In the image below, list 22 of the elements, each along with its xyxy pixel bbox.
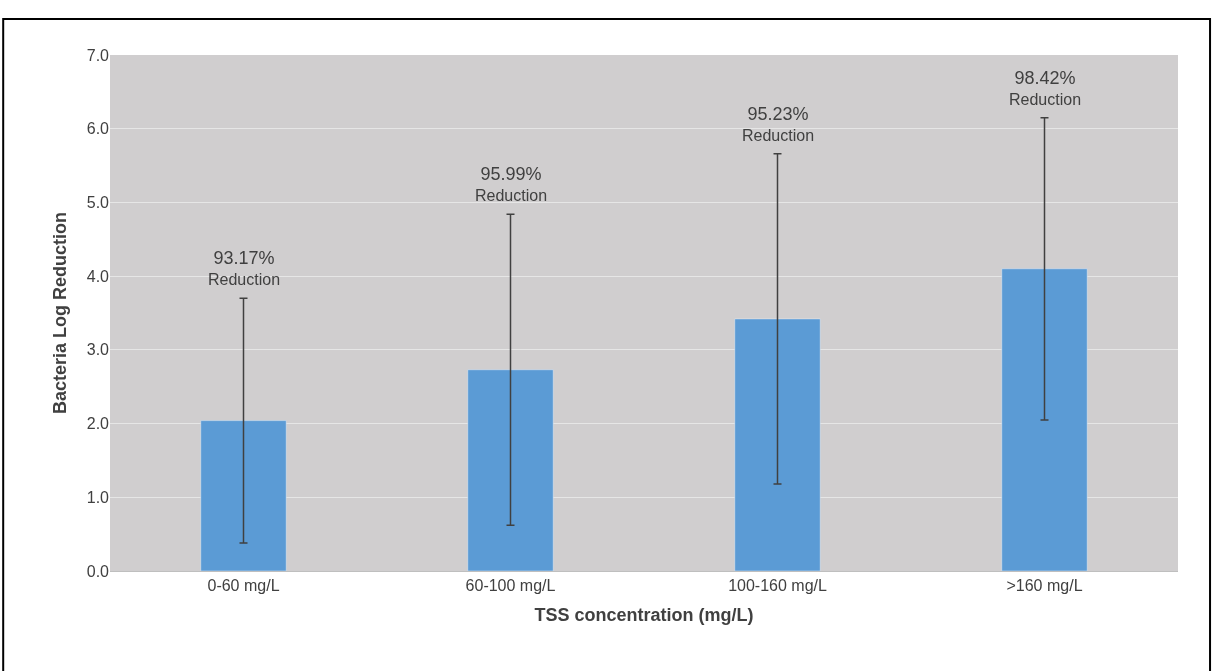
y-tick-label: 6.0 <box>86 120 110 138</box>
bar <box>467 369 554 571</box>
annotation: 95.23% Reduction <box>742 104 815 144</box>
annotation: 93.17% Reduction <box>208 248 281 288</box>
x-axis-title: TSS concentration (mg/L) <box>534 605 754 626</box>
y-tick-label: 1.0 <box>86 488 110 506</box>
y-tick-label: 7.0 <box>86 46 110 64</box>
y-tick-label: 3.0 <box>86 341 110 359</box>
annotation: 98.42% Reduction <box>1009 68 1082 108</box>
y-axis-title: Bacteria Log Reduction <box>49 211 70 415</box>
x-tick-label: 0-60 mg/L <box>207 577 280 595</box>
bar <box>734 318 821 571</box>
y-tick-label: 2.0 <box>86 415 110 433</box>
x-tick-label: >160 mg/L <box>1006 577 1083 595</box>
bar <box>1001 268 1088 571</box>
annotation: 95.99% Reduction <box>475 164 548 204</box>
bar <box>200 420 287 571</box>
y-tick-label: 4.0 <box>86 267 110 285</box>
x-tick-label: 100-160 mg/L <box>728 577 827 595</box>
x-tick-label: 60-100 mg/L <box>465 577 556 595</box>
y-tick-label: 0.0 <box>86 562 110 580</box>
y-tick-label: 5.0 <box>86 194 110 212</box>
